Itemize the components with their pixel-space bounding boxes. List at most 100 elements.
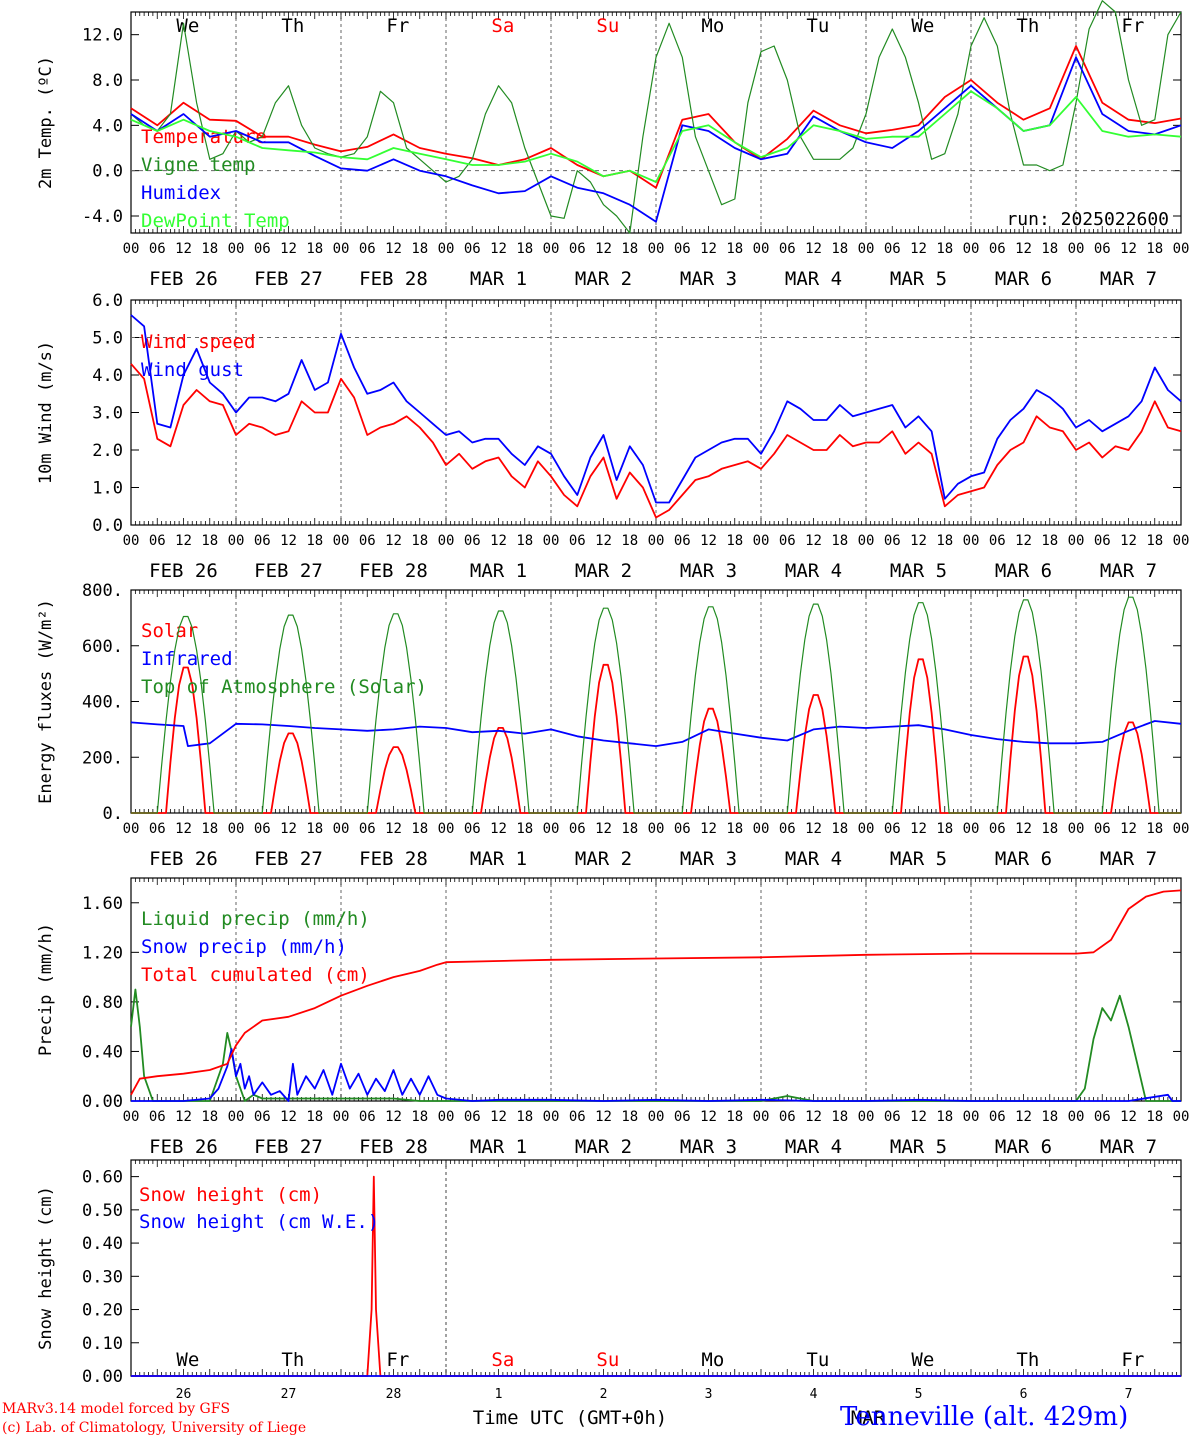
hour-tick-label: 06	[569, 533, 586, 549]
hour-tick-label: 12	[595, 821, 612, 837]
hour-tick-label: 00	[1173, 1109, 1190, 1125]
hour-tick-label: 06	[779, 533, 796, 549]
y-tick-label: 0.60	[82, 1168, 123, 1188]
hour-tick-label: 18	[726, 1109, 743, 1125]
hour-tick-label: 18	[936, 241, 953, 257]
y-tick-label: 4.0	[92, 366, 123, 386]
weekday-label: Fr	[386, 15, 409, 37]
hour-tick-label: 12	[1015, 241, 1032, 257]
hour-tick-label: 00	[333, 821, 350, 837]
legend-entry: Vigne temp	[141, 154, 255, 176]
hour-tick-label: 06	[254, 1109, 271, 1125]
hour-tick-label: 18	[411, 1109, 428, 1125]
legend-entry: Infrared	[141, 648, 233, 670]
hour-tick-label: 06	[254, 821, 271, 837]
hour-tick-label: 00	[858, 533, 875, 549]
hour-tick-label: 00	[858, 1109, 875, 1125]
y-axis-label: Energy fluxes (W/m²)	[36, 599, 56, 804]
hour-tick-label: 18	[516, 1109, 533, 1125]
weekday-label: Sa	[491, 1349, 514, 1371]
hour-tick-label: 12	[1015, 1109, 1032, 1125]
footer-model-text: MARv3.14 model forced by GFS	[2, 1401, 231, 1417]
hour-tick-label: 18	[621, 821, 638, 837]
day-number-label: 27	[281, 1387, 297, 1402]
hour-tick-label: 06	[674, 1109, 691, 1125]
chart-panel-4: 0.00 0.40 0.80 1.20 1.60 Precip (mm/h) 00 06 12 1…	[36, 877, 1190, 1158]
hour-tick-label: 06	[254, 241, 271, 257]
weekday-label: Fr	[386, 1349, 409, 1371]
hour-tick-label: 06	[1094, 241, 1111, 257]
date-label: MAR 2	[575, 848, 632, 870]
date-label: MAR 1	[470, 1136, 527, 1158]
series-line-blue	[130, 314, 1182, 504]
hour-tick-label: 12	[175, 533, 192, 549]
y-tick-label: 0.30	[82, 1267, 123, 1287]
hour-tick-label: 18	[516, 821, 533, 837]
y-tick-label: 0.0	[92, 516, 123, 536]
hour-tick-label: 18	[831, 821, 848, 837]
date-label: FEB 26	[149, 268, 218, 290]
date-label: FEB 27	[254, 1136, 323, 1158]
hour-tick-label: 18	[831, 533, 848, 549]
hour-tick-label: 00	[228, 1109, 245, 1125]
hour-tick-label: 12	[910, 533, 927, 549]
hour-tick-label: 18	[936, 821, 953, 837]
date-label: MAR 4	[785, 268, 842, 290]
day-number-label: 26	[176, 1387, 192, 1402]
hour-tick-label: 18	[621, 533, 638, 549]
y-tick-label: 6.0	[92, 291, 123, 311]
weekday-label: Mo	[701, 15, 724, 37]
y-tick-label: 0.20	[82, 1301, 123, 1321]
weekday-label: Th	[281, 15, 304, 37]
y-tick-label: 5.0	[92, 329, 123, 349]
hour-tick-label: 06	[989, 1109, 1006, 1125]
date-label: MAR 2	[575, 268, 632, 290]
date-label: MAR 6	[995, 560, 1052, 582]
hour-tick-label: 12	[385, 1109, 402, 1125]
date-label: FEB 28	[359, 1136, 428, 1158]
y-tick-label: 0.0	[92, 162, 123, 182]
hour-tick-label: 12	[1120, 821, 1137, 837]
series-line-blue	[131, 1048, 1181, 1102]
hour-tick-label: 12	[280, 241, 297, 257]
hour-tick-label: 06	[359, 241, 376, 257]
hour-tick-label: 00	[228, 533, 245, 549]
hour-tick-label: 18	[831, 1109, 848, 1125]
date-label: MAR 5	[890, 560, 947, 582]
hour-tick-label: 06	[779, 821, 796, 837]
date-label: MAR 1	[470, 560, 527, 582]
hour-tick-label: 06	[359, 1109, 376, 1125]
date-label: FEB 28	[359, 268, 428, 290]
legend-entry: Top of Atmosphere (Solar)	[141, 676, 427, 698]
weekday-label: Th	[281, 1349, 304, 1371]
hour-tick-label: 06	[1094, 821, 1111, 837]
hour-tick-label: 06	[149, 821, 166, 837]
y-tick-label: -4.0	[82, 207, 123, 227]
hour-tick-label: 12	[1120, 533, 1137, 549]
date-label: FEB 28	[359, 560, 428, 582]
hour-tick-label: 12	[700, 241, 717, 257]
date-label: MAR 3	[680, 268, 737, 290]
hour-tick-label: 12	[910, 241, 927, 257]
hour-tick-label: 18	[201, 821, 218, 837]
hour-tick-label: 18	[1041, 821, 1058, 837]
y-tick-label: 600.	[82, 637, 123, 657]
hour-tick-label: 06	[569, 241, 586, 257]
date-label: FEB 26	[149, 1136, 218, 1158]
date-label: MAR 7	[1100, 560, 1157, 582]
hour-tick-label: 00	[123, 821, 140, 837]
hour-tick-label: 12	[385, 241, 402, 257]
hour-tick-label: 00	[1173, 821, 1190, 837]
hour-tick-label: 00	[228, 821, 245, 837]
plot-frame	[130, 299, 1182, 526]
y-tick-label: 1.60	[82, 894, 123, 914]
hour-tick-label: 06	[884, 1109, 901, 1125]
hour-tick-label: 06	[779, 241, 796, 257]
footer-credit-text: (c) Lab. of Climatology, University of L…	[2, 1420, 307, 1436]
date-label: MAR 7	[1100, 848, 1157, 870]
date-label: MAR 7	[1100, 268, 1157, 290]
hour-tick-label: 00	[438, 533, 455, 549]
hour-tick-label: 00	[648, 821, 665, 837]
hour-tick-label: 00	[123, 241, 140, 257]
hour-tick-label: 12	[385, 533, 402, 549]
